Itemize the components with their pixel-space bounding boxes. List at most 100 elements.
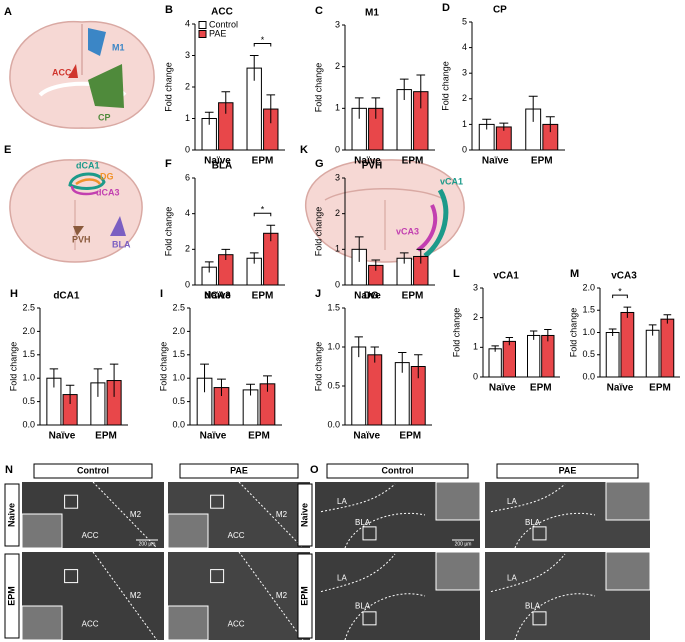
bar xyxy=(620,311,635,378)
error-bar xyxy=(266,224,276,242)
region-label: LA xyxy=(507,497,517,506)
error-bar xyxy=(49,368,59,388)
y-tick-label: 1 xyxy=(335,244,340,254)
panel-letter: J xyxy=(315,288,321,300)
y-tick-label: 3 xyxy=(473,282,478,292)
roi-box xyxy=(362,611,377,626)
x-tick-label: Naïve xyxy=(354,156,381,167)
row-header-box xyxy=(297,483,313,547)
chart-title: dCA1 xyxy=(53,291,80,302)
y-tick-label: 0.5 xyxy=(327,380,340,390)
panel-letter: H xyxy=(10,288,18,300)
panel-letter: D xyxy=(442,2,450,14)
y-tick-label: 0.5 xyxy=(172,396,185,406)
chart-title: DG xyxy=(364,291,379,302)
panel-letter: N xyxy=(5,464,13,476)
error-bar xyxy=(414,354,423,379)
chart-title: dCA3 xyxy=(205,291,232,302)
bar xyxy=(645,329,660,378)
region-label: M1 xyxy=(112,42,125,52)
y-tick-label: 1.5 xyxy=(172,349,185,359)
x-tick-label: Naïve xyxy=(607,383,634,394)
error-bar xyxy=(354,236,364,262)
y-tick-label: 1.5 xyxy=(582,305,595,315)
bar xyxy=(541,334,555,378)
error-bar xyxy=(545,116,555,133)
row-header: Naive xyxy=(299,503,309,527)
chart-title: BLA xyxy=(212,161,233,172)
region-label: BLA xyxy=(355,602,371,611)
roi-box xyxy=(362,526,377,541)
error-bar xyxy=(482,118,492,130)
roi-box xyxy=(210,569,225,584)
vca1-region xyxy=(423,188,449,258)
inset xyxy=(167,513,209,549)
error-bar xyxy=(354,97,364,119)
y-tick-label: 0.5 xyxy=(582,349,595,359)
cp-region xyxy=(88,64,124,108)
region-label: ACC xyxy=(82,531,99,540)
scale-bar-label: 200 µm xyxy=(139,541,156,547)
bar-chart: G PVH Fold change 0 1 2 3 Naïve EPM xyxy=(313,158,435,302)
x-tick-label: EPM xyxy=(252,291,274,302)
brain-diagram-a: A ACC M1 CP xyxy=(4,6,155,129)
error-bar xyxy=(399,78,409,100)
y-tick-label: 0 xyxy=(335,144,340,154)
region-label: CP xyxy=(98,112,111,122)
bar-chart: C M1 Fold change 0 1 2 3 Naïve EPM xyxy=(313,5,435,167)
y-axis-label: Fold change xyxy=(568,308,578,358)
y-tick-label: 0.0 xyxy=(582,371,595,381)
x-tick-label: EPM xyxy=(649,383,671,394)
error-bar xyxy=(370,346,379,363)
bar xyxy=(502,340,516,378)
y-tick-label: 1.0 xyxy=(327,341,340,351)
bar xyxy=(351,346,367,426)
roi-box xyxy=(532,611,547,626)
bar-chart: F BLA Fold change 0 2 4 6 Naïve EPM * xyxy=(163,158,285,302)
panel-letter: F xyxy=(165,158,172,170)
bar-chart: D CP Fold change 0 1 2 3 4 5 Naïve EPM xyxy=(440,2,565,167)
row-header-box xyxy=(4,483,20,547)
column-header-box xyxy=(326,463,469,479)
y-tick-label: 3 xyxy=(335,172,340,182)
x-tick-label: EPM xyxy=(402,156,424,167)
y-tick-label: 2 xyxy=(335,208,340,218)
y-tick-label: 1.0 xyxy=(582,327,595,337)
y-tick-label: 1.5 xyxy=(327,302,340,312)
x-tick-label: Naïve xyxy=(353,431,380,442)
region-label: ACC xyxy=(228,531,245,540)
error-bar xyxy=(263,375,272,392)
y-tick-label: 1.0 xyxy=(22,373,35,383)
error-bar xyxy=(544,329,552,342)
chart-title: vCA3 xyxy=(611,271,637,282)
significance-label: * xyxy=(261,35,265,45)
y-tick-label: 4 xyxy=(462,42,467,52)
pvh-region xyxy=(73,226,84,236)
region-boundary xyxy=(238,481,304,549)
error-bar xyxy=(371,97,381,119)
dca3-region xyxy=(70,185,99,196)
error-bar xyxy=(109,363,119,397)
region-label: LA xyxy=(337,574,347,583)
bar xyxy=(367,354,383,426)
y-axis-label: Fold change xyxy=(451,308,461,358)
column-header: PAE xyxy=(230,465,248,475)
region-label: DG xyxy=(100,171,114,181)
region-label: M2 xyxy=(130,591,142,600)
inset xyxy=(605,551,651,591)
region-label: ACC xyxy=(228,619,245,628)
y-axis-label: Fold change xyxy=(313,342,323,392)
x-tick-label: Naïve xyxy=(354,291,381,302)
y-tick-label: 0 xyxy=(335,279,340,289)
y-axis-label: Fold change xyxy=(163,62,173,112)
x-tick-label: EPM xyxy=(402,291,424,302)
column-header: Control xyxy=(382,465,414,475)
panel-letter: O xyxy=(310,464,319,476)
inset xyxy=(605,481,651,521)
y-axis-label: Fold change xyxy=(440,61,450,111)
y-tick-label: 0 xyxy=(185,279,190,289)
x-tick-label: Naïve xyxy=(200,431,227,442)
chart-title: ACC xyxy=(211,7,233,18)
x-tick-label: EPM xyxy=(531,156,553,167)
bar xyxy=(488,348,502,378)
